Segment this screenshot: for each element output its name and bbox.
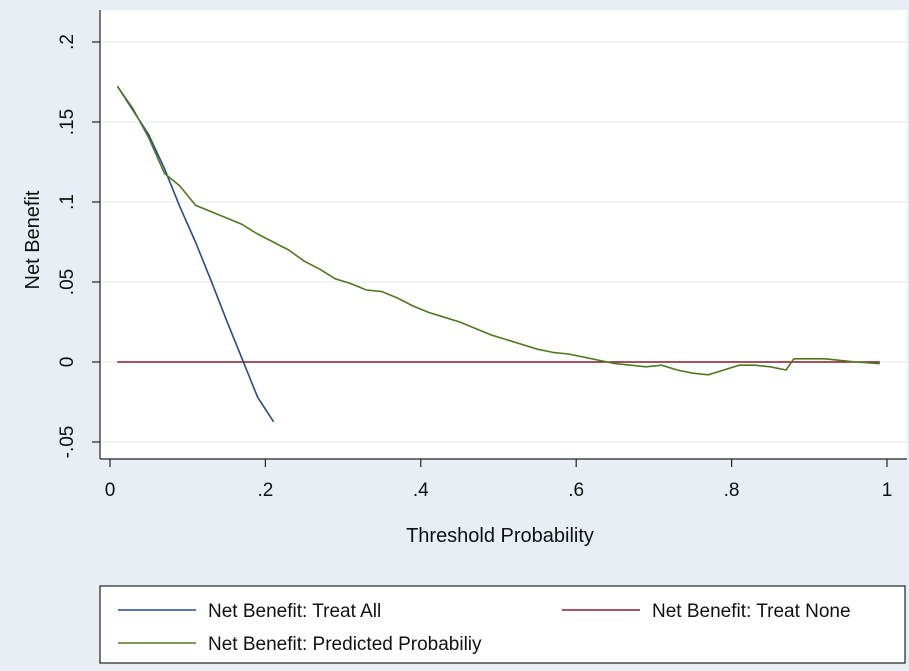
x-axis-title: Threshold Probability <box>406 525 594 547</box>
legend: Net Benefit: Treat All Net Benefit: Treat… <box>99 585 906 664</box>
x-tick-label: 0 <box>105 480 116 501</box>
y-tick-label: .1 <box>57 194 78 210</box>
y-tick-label: .2 <box>57 34 78 50</box>
legend-frame <box>99 585 906 664</box>
legend-label: Net Benefit: Treat All <box>208 601 381 622</box>
y-axis-title: Net Benefit <box>22 190 44 289</box>
series-line-predicted-probability <box>117 86 881 376</box>
axes <box>99 10 907 460</box>
x-tick-label: .2 <box>257 480 273 501</box>
y-tick-label: .15 <box>57 109 78 135</box>
x-tick-label: 1 <box>882 480 893 501</box>
legend-label: Net Benefit: Treat None <box>652 601 851 622</box>
x-tick-label: .6 <box>568 480 584 501</box>
legend-label: Net Benefit: Predicted Probabiliy <box>208 634 482 655</box>
x-tick-label: .4 <box>413 480 429 501</box>
y-tick-label: .05 <box>57 269 78 295</box>
y-tick-label: 0 <box>57 357 78 368</box>
tick-marks: -.05 0 .05 .1 .15 .2 0 .2 .4 .6 .8 1 <box>57 34 892 501</box>
y-tick-label: -.05 <box>57 426 78 459</box>
series-lines <box>117 86 881 423</box>
plot-area <box>100 10 907 459</box>
x-tick-label: .8 <box>724 480 740 501</box>
